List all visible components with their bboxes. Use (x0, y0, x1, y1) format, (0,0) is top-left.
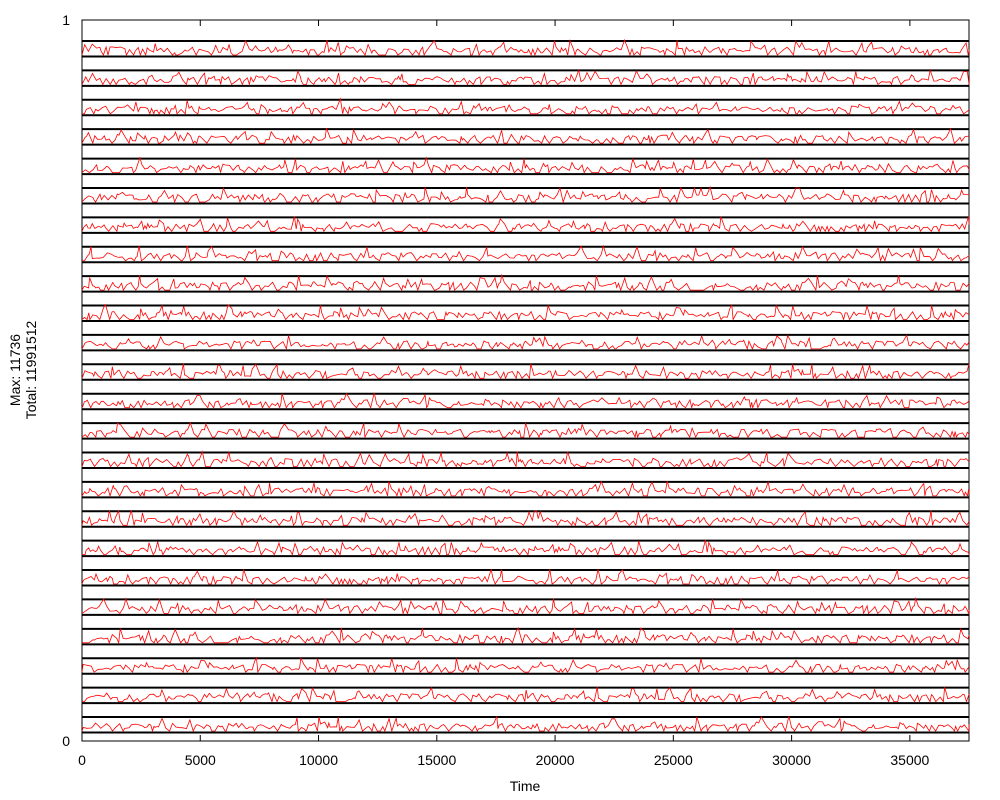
activity-trace (81, 450, 970, 468)
activity-trace (81, 185, 970, 204)
activity-trace (81, 509, 970, 527)
activity-trace (81, 127, 970, 145)
activity-trace (81, 715, 970, 733)
activity-trace (81, 568, 970, 586)
x-tick-label: 30000 (772, 752, 811, 768)
activity-trace (81, 303, 970, 322)
activity-trace (81, 656, 970, 674)
activity-trace (81, 334, 970, 351)
activity-trace (81, 363, 970, 380)
activity-trace (81, 392, 970, 410)
activity-trace (81, 273, 970, 292)
activity-trace (81, 686, 970, 703)
y-tick-label: 0 (62, 733, 70, 749)
y-axis-label-total: Total: 11991512 (23, 320, 39, 419)
strips (81, 38, 970, 734)
y-tick-label: 1 (62, 12, 70, 28)
y-axis-label-max: Max: 11736 (7, 334, 23, 406)
activity-trace (81, 38, 970, 57)
x-tick-label: 35000 (890, 752, 929, 768)
x-tick-label: 10000 (299, 752, 338, 768)
activity-trace (81, 97, 970, 116)
activity-trace (81, 421, 970, 439)
activity-trace (81, 480, 970, 498)
x-tick-label: 5000 (185, 752, 216, 768)
x-tick-label: 15000 (417, 752, 456, 768)
x-tick-label: 25000 (654, 752, 693, 768)
x-axis: 0 5000 10000 15000 20000 25000 30000 35000 (78, 20, 930, 768)
x-tick-label: 0 (78, 752, 86, 768)
activity-trace (81, 244, 970, 263)
y-axis-label: Max: 11736 Total: 11991512 (7, 320, 39, 419)
activity-trace (81, 156, 970, 174)
activity-trace (81, 216, 970, 233)
y-axis: 01 (62, 12, 70, 749)
activity-trace (81, 539, 970, 557)
activity-trace (81, 596, 970, 615)
x-tick-label: 20000 (536, 752, 575, 768)
x-axis-label: Time (510, 778, 541, 794)
activity-trace (81, 68, 970, 86)
activity-trace (81, 626, 970, 645)
